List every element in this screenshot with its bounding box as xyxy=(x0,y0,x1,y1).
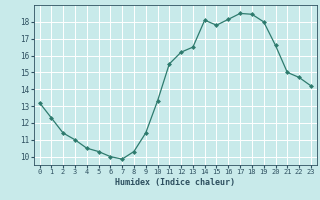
X-axis label: Humidex (Indice chaleur): Humidex (Indice chaleur) xyxy=(115,178,235,187)
